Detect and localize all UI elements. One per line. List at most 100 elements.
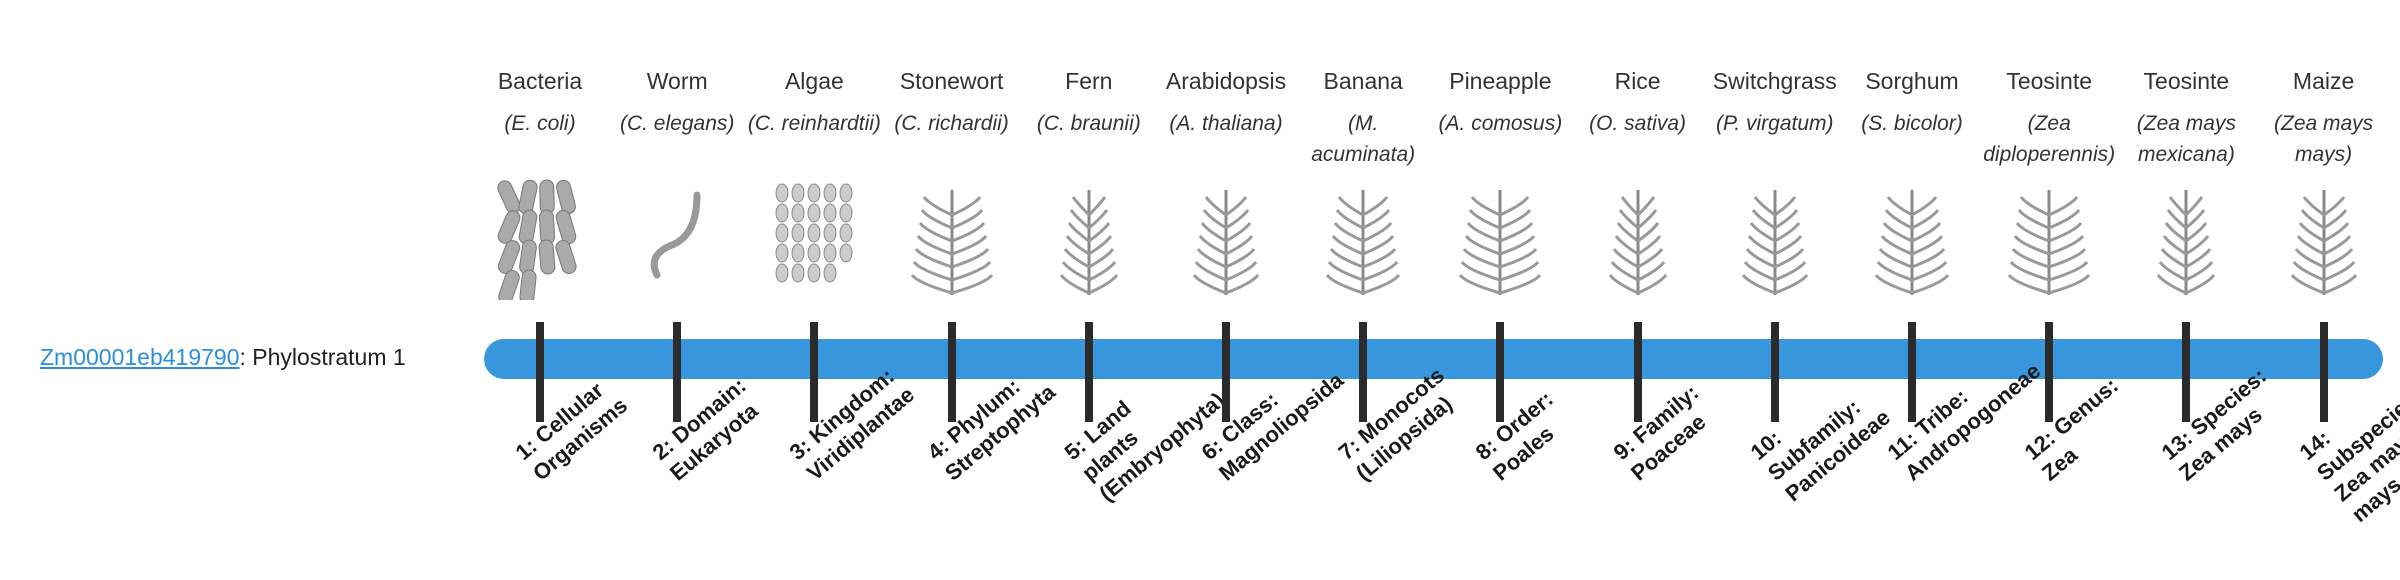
icon-shape: [1461, 260, 1501, 282]
organism-name: Arabidopsis: [1165, 68, 1287, 94]
icon-shape: [2167, 209, 2188, 230]
icon-shape: [1774, 209, 1798, 230]
icon-shape: [951, 273, 993, 295]
icon-shape: [1499, 273, 1542, 295]
organism-name: Algae: [784, 68, 844, 94]
icon-shape: [2161, 248, 2188, 269]
organism-species: (C. elegans): [619, 112, 735, 135]
icon-shape: [1749, 222, 1776, 243]
icon-shape: [823, 203, 837, 223]
organism-name: Teosinte: [2006, 68, 2093, 94]
icon-shape: [1773, 196, 1796, 217]
icon-shape: [918, 222, 953, 243]
timeline-tick: [2182, 322, 2191, 422]
icon-shape: [1087, 222, 1110, 243]
stratum-label: 14: Subspecies: Zea mays mays: [2294, 383, 2400, 527]
icon-shape: [1335, 209, 1364, 230]
icon-shape: [1225, 209, 1250, 230]
icon-shape: [2323, 274, 2357, 295]
icon-shape: [1743, 261, 1776, 282]
icon-graphic: [2290, 190, 2357, 295]
icon-shape: [910, 273, 953, 295]
organism-icon: [1588, 175, 1688, 300]
icon-shape: [556, 179, 576, 215]
icon-shape: [1911, 261, 1948, 282]
icon-shape: [1465, 235, 1501, 256]
icon-shape: [1636, 235, 1661, 256]
icon-shape: [1362, 273, 1401, 295]
gene-link[interactable]: Zm00001eb419790: [40, 344, 240, 370]
icon-shape: [1204, 196, 1227, 217]
icon-shape: [1753, 196, 1776, 217]
icon-shape: [1636, 248, 1663, 269]
icon-shape: [791, 203, 805, 223]
icon-shape: [2322, 196, 2345, 217]
icon-shape: [2185, 274, 2216, 295]
icon-graphic: [1608, 190, 1667, 295]
icon-shape: [2185, 196, 2204, 217]
icon-shape: [1325, 273, 1364, 295]
timeline-tick: [673, 322, 682, 422]
icon-shape: [1774, 248, 1804, 269]
icon-shape: [791, 243, 805, 263]
icon-graphic: [650, 191, 701, 279]
icon-shape: [823, 183, 837, 203]
organism-species: (P. virgatum): [1716, 112, 1834, 135]
organism-name: Pineapple: [1449, 68, 1552, 94]
icon-shape: [1059, 274, 1090, 295]
icon-shape: [1467, 222, 1501, 243]
icon-shape: [1499, 209, 1532, 230]
icon-shape: [1362, 235, 1395, 256]
timeline-tick: [2045, 322, 2054, 422]
icon-shape: [519, 269, 537, 305]
icon-shape: [538, 209, 556, 245]
organism-icon: [1999, 175, 2099, 300]
icon-shape: [555, 209, 577, 245]
icon-shape: [2015, 222, 2050, 243]
icon-shape: [2290, 274, 2325, 295]
icon-shape: [2048, 247, 2087, 269]
icon-shape: [1471, 196, 1502, 217]
icon-shape: [1745, 248, 1776, 269]
icon-shape: [1327, 261, 1364, 282]
icon-shape: [1499, 235, 1536, 256]
icon-shape: [1876, 261, 1913, 282]
icon-shape: [1362, 196, 1389, 217]
icon-shape: [1071, 196, 1090, 217]
icon-shape: [1880, 235, 1913, 256]
icon-shape: [1608, 274, 1639, 295]
icon-shape: [775, 263, 789, 283]
icon-shape: [2302, 196, 2325, 217]
icon-shape: [1087, 209, 1108, 230]
icon-shape: [2011, 247, 2050, 269]
icon-shape: [922, 196, 953, 217]
icon-shape: [538, 239, 556, 275]
icon-shape: [1337, 196, 1364, 217]
icon-shape: [1616, 222, 1639, 243]
icon-shape: [1088, 274, 1118, 295]
icon-shape: [839, 183, 853, 203]
icon-shape: [1362, 222, 1393, 243]
organism-icon: [1313, 175, 1413, 300]
icon-shape: [1469, 209, 1501, 230]
icon-shape: [497, 180, 521, 214]
organism-species: (A. thaliana): [1169, 112, 1283, 135]
icon-shape: [2165, 222, 2188, 243]
icon-graphic: [1459, 190, 1542, 295]
icon-shape: [2322, 248, 2353, 269]
icon-shape: [2323, 261, 2355, 282]
organism-species: (O. sativa): [1589, 112, 1687, 135]
icon-shape: [1362, 248, 1397, 269]
icon-shape: [2019, 196, 2050, 217]
icon-shape: [1612, 248, 1639, 269]
icon-shape: [2007, 273, 2050, 295]
icon-shape: [1225, 235, 1254, 256]
icon-shape: [807, 223, 821, 243]
icon-shape: [2048, 235, 2085, 256]
icon-shape: [2185, 209, 2206, 230]
timeline-tick: [1222, 322, 1230, 422]
organism-name: Teosinte: [2143, 68, 2230, 94]
icon-graphic: [910, 190, 993, 295]
organism-species: (Zea mays mays): [2274, 112, 2374, 166]
icon-shape: [823, 263, 837, 283]
